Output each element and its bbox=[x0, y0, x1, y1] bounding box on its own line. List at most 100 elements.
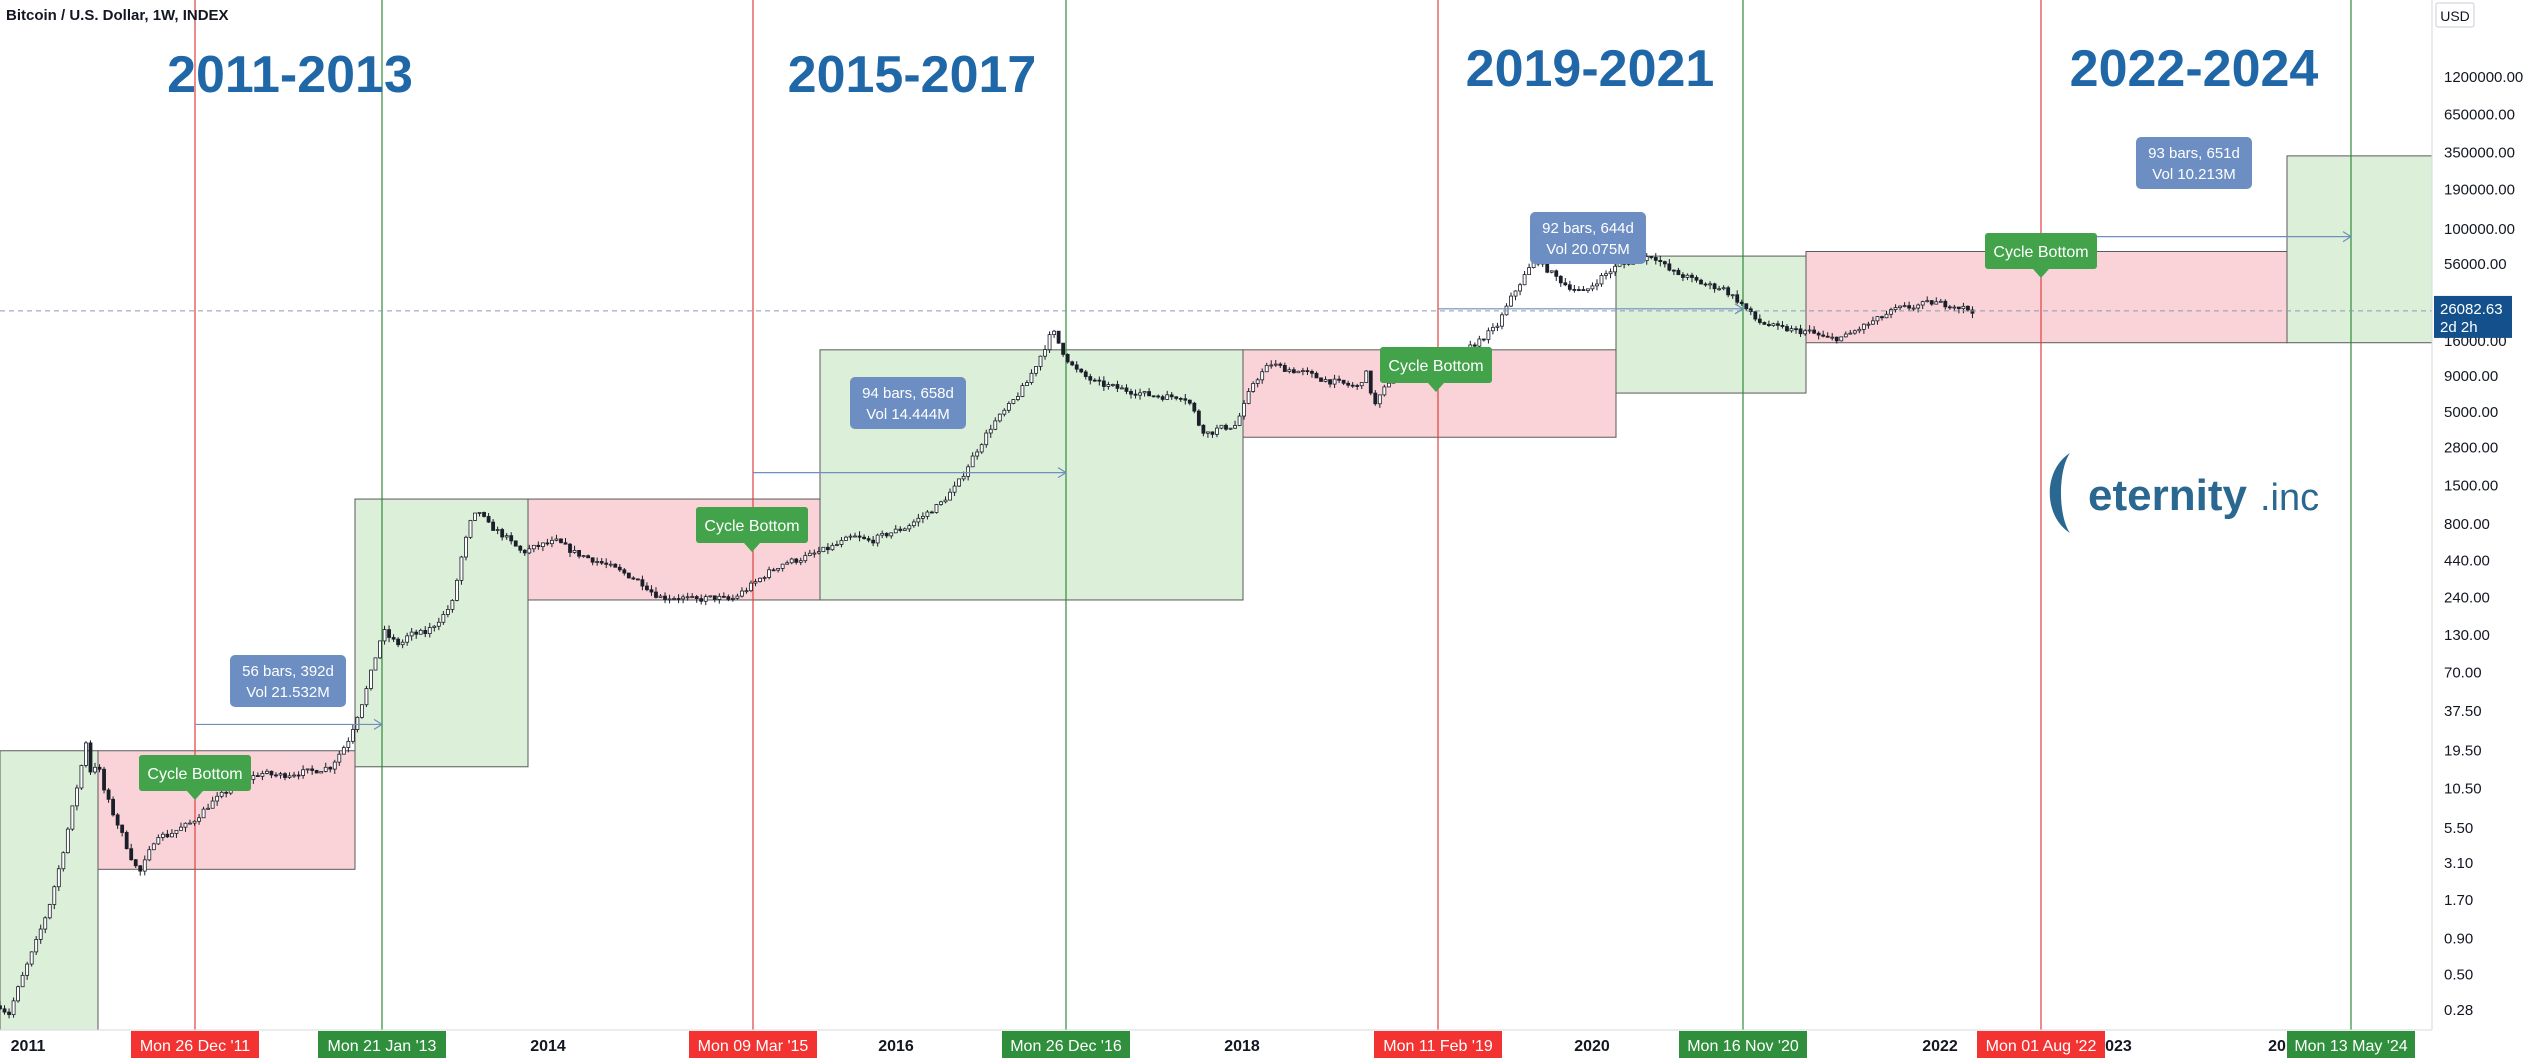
time-axis[interactable]: 2011 2014 2016 2018 2020 2022 2023 20 Mon 26 Dec… bbox=[0, 1029, 2432, 1059]
candle-body bbox=[536, 544, 541, 547]
candle-body bbox=[423, 629, 428, 635]
candle-body bbox=[1509, 295, 1513, 307]
candle-body bbox=[1518, 284, 1522, 292]
cycle-bottom-label-1 bbox=[696, 507, 808, 543]
candle-body bbox=[1952, 306, 1957, 309]
y-tick-label: 5.50 bbox=[2444, 820, 2473, 837]
candle-body bbox=[744, 590, 749, 593]
candle-body bbox=[1002, 409, 1007, 415]
candle-body bbox=[699, 598, 704, 602]
candle-body bbox=[581, 555, 586, 558]
candle-body bbox=[590, 557, 595, 563]
candle-body bbox=[1481, 338, 1486, 341]
candle-body bbox=[1685, 274, 1690, 278]
candle-body bbox=[1174, 396, 1179, 399]
candle-body bbox=[1554, 270, 1559, 277]
candle-body bbox=[1848, 332, 1853, 335]
candle-body bbox=[84, 742, 88, 766]
candle-body bbox=[1861, 323, 1866, 330]
candle-body bbox=[1038, 355, 1043, 367]
candle-body bbox=[1260, 371, 1265, 381]
candle-body bbox=[1712, 283, 1717, 290]
currency-badge[interactable] bbox=[2435, 2, 2475, 28]
measure-box-0 bbox=[230, 655, 346, 707]
candle-body bbox=[979, 444, 984, 453]
candle-body bbox=[1323, 379, 1328, 382]
candle-body bbox=[346, 740, 351, 748]
date-marker-label-2: Mon 09 Mar '15 bbox=[698, 1038, 809, 1055]
x-tick-label: 2014 bbox=[530, 1038, 566, 1055]
y-tick-label: 440.00 bbox=[2444, 552, 2490, 569]
x-tick-label: 2011 bbox=[11, 1038, 46, 1055]
candle-body bbox=[803, 555, 808, 562]
candle-body bbox=[1721, 287, 1726, 290]
price-axis[interactable]: USD 1200000.00 650000.00 350000.00 190000.00… bbox=[2431, 0, 2533, 1059]
candle-body bbox=[1296, 370, 1301, 374]
date-marker-label-7: Mon 13 May '24 bbox=[2294, 1038, 2407, 1055]
candle-body bbox=[1789, 328, 1794, 332]
candle-body bbox=[880, 532, 885, 536]
candle-body bbox=[767, 569, 771, 578]
candle-body bbox=[1690, 274, 1694, 278]
measure-box-3 bbox=[2136, 137, 2252, 189]
y-tick-label: 0.50 bbox=[2444, 967, 2473, 984]
candle-body bbox=[1083, 371, 1088, 377]
candle-body bbox=[396, 638, 401, 646]
candle-body bbox=[531, 544, 536, 550]
candle-body bbox=[436, 621, 441, 627]
candle-body bbox=[296, 774, 301, 777]
candle-body bbox=[1097, 379, 1102, 382]
candle-body bbox=[658, 595, 663, 598]
candle-body bbox=[1034, 366, 1038, 374]
callout-pointer-icon bbox=[744, 543, 760, 552]
candle-body bbox=[825, 546, 830, 551]
candle-body bbox=[835, 544, 839, 546]
candle-body bbox=[1120, 387, 1124, 390]
candle-body bbox=[1092, 379, 1097, 382]
candle-body bbox=[1287, 369, 1292, 372]
candle-body bbox=[1359, 382, 1364, 387]
candle-body bbox=[839, 540, 844, 545]
candle-body bbox=[577, 550, 581, 557]
candle-body bbox=[789, 558, 794, 564]
candle-body bbox=[681, 596, 686, 600]
candle-body bbox=[1486, 330, 1491, 340]
candle-body bbox=[1215, 427, 1219, 435]
candle-body bbox=[224, 791, 229, 794]
candle-body bbox=[993, 420, 998, 430]
candle-body bbox=[1491, 326, 1495, 332]
candle-body bbox=[1604, 273, 1608, 276]
candle-body bbox=[821, 546, 826, 553]
candle-body bbox=[934, 504, 939, 513]
y-tick-label: 3.10 bbox=[2444, 855, 2473, 872]
candle-body bbox=[1653, 257, 1658, 261]
candle-body bbox=[617, 566, 622, 571]
logo-brand-light: .inc bbox=[2260, 477, 2319, 519]
cycle-bottom-text-2: Cycle Bottom bbox=[1388, 358, 1483, 375]
measure-bars-2: 92 bars, 644d bbox=[1542, 220, 1634, 237]
candle-body bbox=[1902, 305, 1907, 308]
candle-body bbox=[1477, 338, 1482, 347]
candle-body bbox=[984, 432, 989, 446]
candle-body bbox=[387, 629, 391, 638]
zones-layer bbox=[0, 155, 2433, 1031]
candle-body bbox=[1224, 424, 1228, 430]
date-marker-2 bbox=[689, 1031, 817, 1058]
y-tick-label: 100000.00 bbox=[2444, 221, 2515, 238]
candle-body bbox=[948, 491, 952, 501]
measure-bars-0: 56 bars, 392d bbox=[242, 663, 334, 680]
candle-body bbox=[1246, 391, 1251, 404]
candle-body bbox=[893, 528, 898, 534]
candle-body bbox=[961, 475, 966, 480]
candle-body bbox=[188, 822, 192, 825]
candle-body bbox=[586, 555, 591, 559]
candle-body bbox=[391, 637, 396, 640]
candle-body bbox=[265, 770, 269, 774]
candle-body bbox=[758, 577, 762, 583]
cycle-title-3: 2022-2024 bbox=[2070, 40, 2319, 98]
candle-body bbox=[165, 833, 170, 838]
candle-body bbox=[111, 798, 115, 816]
current-price-countdown: 2d 2h bbox=[2440, 319, 2478, 336]
